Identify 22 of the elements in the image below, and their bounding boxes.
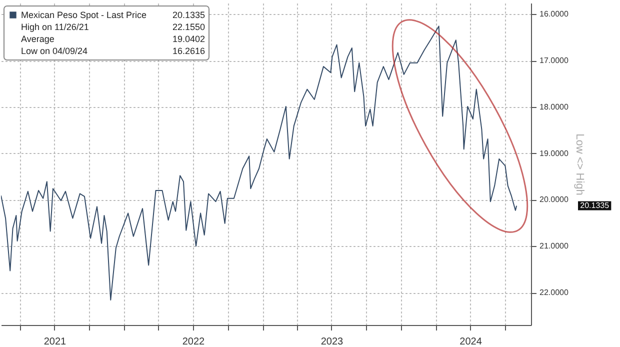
annotation: 19.0402 — [172, 34, 205, 44]
legend-label: Mexican Peso Spot - Last Price — [21, 10, 147, 20]
x-tick-label: 2023 — [320, 336, 344, 347]
y-axis-title: Low <> High — [573, 134, 586, 196]
y-tick-label: 20.0000 — [540, 195, 569, 204]
annotation: High on 11/26/21 — [21, 22, 89, 32]
x-tick-label: 2022 — [182, 336, 206, 347]
annotation: 16.2616 — [172, 46, 205, 56]
y-tick-label: 21.0000 — [540, 242, 569, 251]
annotation: 22.1550 — [172, 22, 205, 32]
annotation: Low on 04/09/24 — [21, 46, 88, 56]
x-tick-label: 2024 — [460, 336, 482, 347]
y-tick-label: 17.0000 — [540, 56, 569, 66]
y-tick-label: 22.0000 — [540, 288, 569, 298]
y-tick-label: 19.0000 — [540, 148, 569, 158]
annotation: Average — [21, 34, 54, 44]
line-series — [1, 26, 518, 300]
text: 20.1335 — [580, 200, 610, 210]
y-tick-label: 16.0000 — [540, 10, 569, 19]
x-tick-label: 2021 — [44, 336, 67, 347]
annotation: 20.1335 — [172, 10, 205, 20]
y-tick-label: 18.0000 — [540, 102, 569, 112]
